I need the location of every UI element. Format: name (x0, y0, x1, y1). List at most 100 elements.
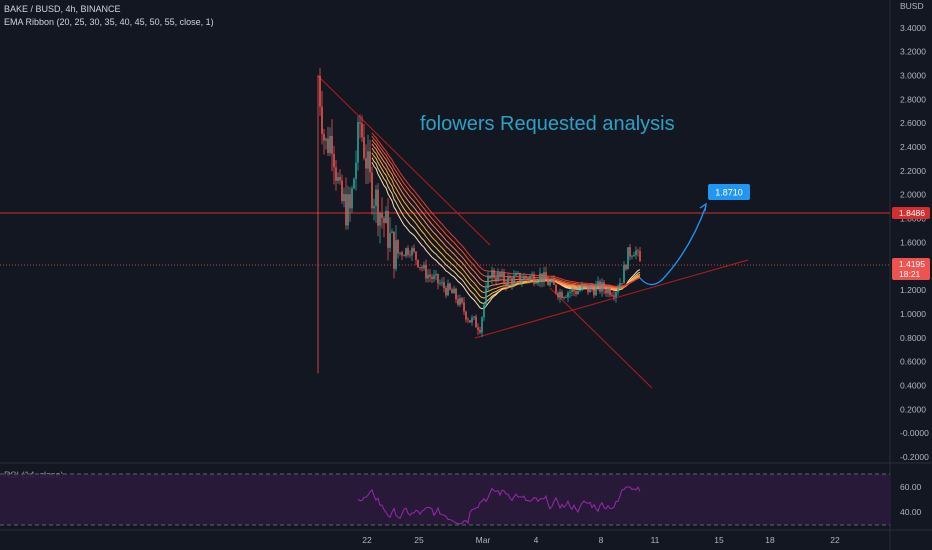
x-tick-label: 15 (714, 535, 724, 545)
candle-body (517, 272, 519, 274)
candle-body (369, 151, 371, 173)
candle-body (433, 275, 435, 279)
y-tick-label: 2.4000 (900, 142, 926, 152)
candle-body (631, 256, 633, 258)
x-tick-label: 22 (830, 535, 840, 545)
rsi-band (0, 474, 890, 525)
candle-body (531, 274, 533, 276)
candle-body (575, 291, 577, 295)
candle-body (413, 248, 415, 252)
resistance-tag: 1.8486 (899, 208, 925, 218)
candle-body (443, 282, 445, 289)
candle-body (469, 320, 471, 323)
candle-body (541, 273, 543, 283)
candle-body (355, 162, 357, 179)
candle-body (385, 210, 387, 224)
y-tick-label: 1.0000 (900, 309, 926, 319)
y-tick-label: 2.8000 (900, 94, 926, 104)
candle-body (535, 283, 537, 285)
candle-body (425, 264, 427, 279)
candle-body (349, 194, 351, 209)
annotation-text: folowers Requested analysis (420, 113, 675, 135)
candle-body (437, 273, 439, 284)
candle-body (391, 231, 393, 233)
candle-body (325, 138, 327, 141)
candle-body (487, 276, 489, 289)
candle-body (431, 276, 433, 279)
candle-body (479, 330, 481, 333)
candle-body (403, 255, 405, 257)
candle-body (625, 264, 627, 270)
candle-body (351, 188, 353, 209)
candle-body (415, 251, 417, 260)
candle-body (569, 291, 571, 293)
candle-body (407, 248, 409, 255)
y-tick-label: -0.0000 (900, 428, 929, 438)
candle-body (367, 151, 369, 169)
candle-body (329, 136, 331, 153)
candle-body (499, 272, 501, 277)
candle-body (543, 272, 545, 283)
candle-body (489, 276, 491, 279)
candle-body (573, 288, 575, 292)
candle-body (427, 274, 429, 279)
candle-body (373, 205, 375, 209)
candle-body (613, 295, 615, 298)
candle-body (593, 288, 595, 296)
candle-body (319, 75, 321, 107)
y-tick-label: 3.0000 (900, 71, 926, 81)
candle-body (461, 298, 463, 303)
candle-body (607, 287, 609, 294)
candle-body (449, 283, 451, 290)
candle-body (423, 264, 425, 269)
candle-body (393, 231, 395, 269)
target-label: 1.8710 (715, 188, 743, 198)
candle-body (323, 133, 325, 141)
candle-body (475, 316, 477, 328)
candle-body (343, 194, 345, 202)
candle-body (383, 218, 385, 224)
candle-body (453, 288, 455, 294)
candle-body (331, 136, 333, 154)
candle-body (405, 248, 407, 256)
candle-body (609, 287, 611, 296)
candle-body (429, 274, 431, 277)
candle-body (601, 282, 603, 292)
last-price-tag: 1.4195 (899, 259, 925, 269)
ema-line (371, 143, 641, 290)
candle-body (619, 283, 621, 289)
candle-body (567, 292, 569, 298)
candle-body (527, 278, 529, 280)
candle-body (361, 123, 363, 138)
resistance-tag-box (892, 207, 930, 219)
x-tick-label: 25 (414, 535, 424, 545)
candle-body (371, 172, 373, 209)
candle-body (539, 273, 541, 282)
candle-body (495, 277, 497, 281)
candle-body (571, 288, 573, 292)
candle-body (399, 252, 401, 254)
candle-body (555, 284, 557, 293)
candle-body (455, 288, 457, 300)
candle-body (465, 311, 467, 320)
candle-body (629, 247, 631, 257)
candle-body (459, 298, 461, 305)
ema-line (371, 132, 641, 287)
candle-body (379, 213, 381, 226)
candle-body (603, 282, 605, 290)
countdown-tag: 18:21 (899, 269, 921, 279)
target-label-box (708, 184, 750, 200)
ascending-trendline (474, 259, 749, 339)
candle-body (579, 290, 581, 291)
candle-body (339, 177, 341, 181)
candle-body (419, 267, 421, 268)
candle-body (623, 264, 625, 284)
x-tick-label: Mar (476, 535, 491, 545)
currency-tag: BUSD (900, 1, 924, 11)
candle-body (447, 283, 449, 296)
rsi-tick-40: 40.00 (900, 507, 922, 517)
descending-trendline (317, 75, 491, 246)
x-tick-label: 8 (599, 535, 604, 545)
currency-tag-bg (892, 0, 930, 11)
